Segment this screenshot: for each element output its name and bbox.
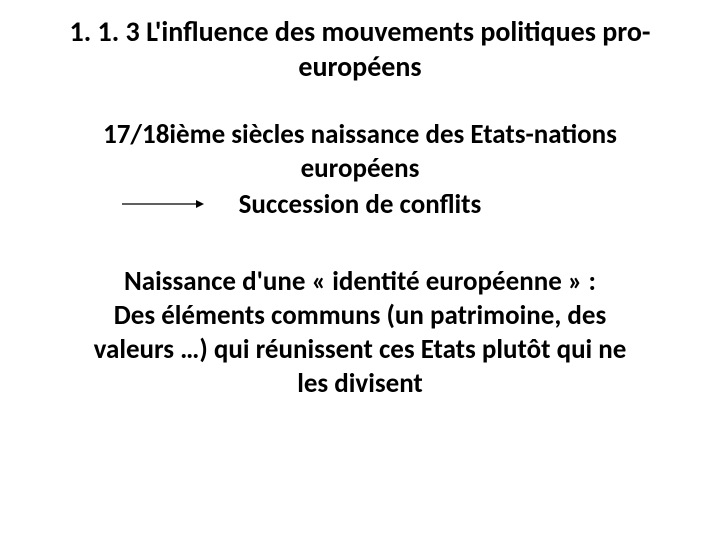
block2-line-2: Des éléments communs (un patrimoine, des: [114, 299, 607, 332]
title-line-2: européens: [298, 49, 421, 84]
title-line-1: 1. 1. 3 L'influence des mouvements polit…: [70, 14, 651, 49]
arrow-row: Succession de conflits: [0, 188, 720, 222]
block2-line-1: Naissance d'une « identité européenne » …: [124, 265, 596, 298]
slide-title: 1. 1. 3 L'influence des mouvements polit…: [0, 0, 720, 84]
block-centuries: 17/18ième siècles naissance des Etats-na…: [0, 118, 720, 186]
block-identity: Naissance d'une « identité européenne » …: [0, 265, 720, 400]
arrow-label: Succession de conflits: [239, 188, 482, 222]
block2-line-4: les divisent: [297, 367, 423, 400]
slide: 1. 1. 3 L'influence des mouvements polit…: [0, 0, 720, 540]
block1-line-2: européens: [301, 152, 420, 185]
block2-line-3: valeurs …) qui réunissent ces Etats plut…: [94, 333, 627, 366]
block1-line-1: 17/18ième siècles naissance des Etats-na…: [103, 118, 617, 151]
arrow-icon: [120, 197, 206, 211]
